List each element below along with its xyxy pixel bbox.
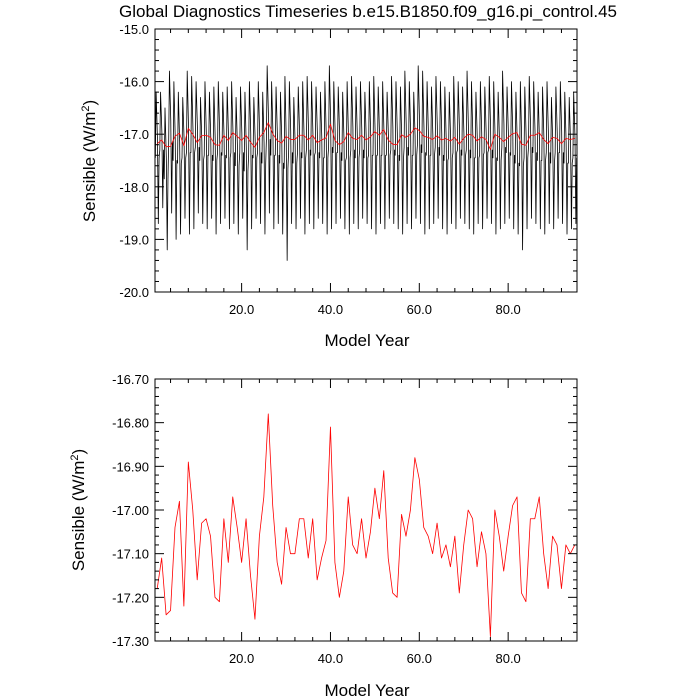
plot-frame-bottom bbox=[154, 378, 578, 642]
axes-top: -20.0 -19.0 -18.0 -17.0 -16.0 -15.0 20.0 40.0 60… bbox=[119, 22, 577, 317]
x-axis-label-bottom: Model Year bbox=[324, 681, 409, 700]
x-tick-label: 80.0 bbox=[495, 302, 520, 317]
y-tick-label: -16.80 bbox=[112, 416, 149, 431]
series-line-annual bbox=[156, 413, 576, 638]
y-tick-label: -16.70 bbox=[112, 372, 149, 387]
x-tick-label: 60.0 bbox=[407, 651, 432, 666]
x-axis-label-top: Model Year bbox=[324, 331, 409, 350]
series-line-monthly bbox=[154, 65, 578, 261]
plot-area-bottom bbox=[154, 378, 578, 642]
series-line-annual bbox=[156, 122, 575, 150]
y-axis-label-top: Sensible (W/m2) bbox=[80, 100, 99, 222]
x-tick-label: 20.0 bbox=[229, 651, 254, 666]
figure-title: Global Diagnostics Timeseries b.e15.B185… bbox=[119, 2, 617, 21]
x-tick-label: 60.0 bbox=[407, 302, 432, 317]
x-tick-label: 40.0 bbox=[318, 651, 343, 666]
plot-frame-top bbox=[154, 28, 578, 293]
axes-bottom: -17.30 -17.20 -17.10 -17.00 -16.90 -16.80 -16.… bbox=[112, 372, 577, 666]
y-tick-label: -16.90 bbox=[112, 459, 149, 474]
panel-bottom: -17.30 -17.20 -17.10 -17.00 -16.90 -16.80 -16.… bbox=[69, 372, 578, 700]
panel-top: -20.0 -19.0 -18.0 -17.0 -16.0 -15.0 20.0 40.0 60… bbox=[80, 22, 578, 350]
x-tick-label: 80.0 bbox=[495, 651, 520, 666]
plot-area-top bbox=[154, 28, 578, 293]
x-tick-label: 20.0 bbox=[229, 302, 254, 317]
x-tick-label: 40.0 bbox=[318, 302, 343, 317]
series-group-bottom bbox=[156, 413, 576, 638]
y-tick-label: -15.0 bbox=[119, 22, 149, 37]
y-axis-label-sup-bottom: 2 bbox=[69, 455, 81, 461]
y-tick-label: -20.0 bbox=[119, 285, 149, 300]
y-tick-label: -17.00 bbox=[112, 503, 149, 518]
y-tick-label: -17.0 bbox=[119, 127, 149, 142]
y-tick-label: -17.20 bbox=[112, 590, 149, 605]
y-axis-label-sup-top: 2 bbox=[80, 106, 92, 112]
y-tick-label: -18.0 bbox=[119, 180, 149, 195]
y-tick-label: -16.0 bbox=[119, 75, 149, 90]
y-tick-label: -17.10 bbox=[112, 547, 149, 562]
series-group-top bbox=[154, 65, 578, 261]
y-axis-label-bottom: Sensible (W/m2) bbox=[69, 449, 88, 571]
y-tick-label: -17.30 bbox=[112, 634, 149, 649]
y-tick-label: -19.0 bbox=[119, 232, 149, 247]
